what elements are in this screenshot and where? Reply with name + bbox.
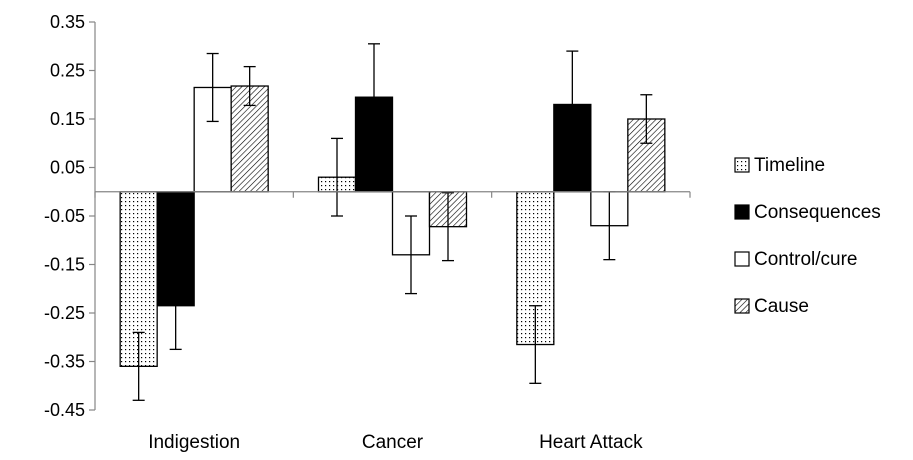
legend-label: Cause [754,296,809,317]
error-bar [442,192,454,262]
error-bar [405,215,417,295]
legend-label: Timeline [754,155,825,176]
error-bar [169,261,182,351]
legend-item-cause: Cause [734,296,809,317]
legend-swatch [734,298,750,314]
x-axis [94,191,691,198]
legend-swatch [734,157,750,173]
category-label: Indigestion [148,432,240,453]
y-axis: 0.35 0.25 0.15 0.05 -0.05 -0.15 -0.25 -0.35 -0.4… [44,12,96,420]
y-tick-label: 0.25 [50,61,85,81]
bars-group [119,85,666,368]
legend: Timeline Consequences Control/cure Cause [734,155,881,317]
y-tick-label: -0.45 [44,400,85,420]
y-tick-label: 0.05 [50,158,85,178]
legend-item-control-cure: Control/cure [734,249,858,270]
error-bar [132,331,145,401]
error-bars-group [132,43,653,401]
legend-label: Consequences [754,202,881,223]
error-bar [640,94,653,144]
error-bar [206,52,219,123]
y-tick-label: -0.35 [44,352,85,372]
error-bar [331,137,343,217]
legend-item-timeline: Timeline [734,155,825,176]
category-label: Heart Attack [539,432,643,453]
error-bar [243,65,256,107]
y-tick-label: -0.25 [44,303,85,323]
error-bar [368,43,380,152]
category-label: Cancer [362,432,424,453]
y-tick-label: 0.15 [50,109,85,129]
legend-swatch [734,251,750,267]
legend-label: Control/cure [754,249,858,270]
y-tick-label: -0.15 [44,255,85,275]
y-tick-label: -0.05 [44,206,85,226]
error-bar [529,305,542,384]
category-labels: Indigestion Cancer Heart Attack [148,432,643,453]
y-tick-label: 0.35 [50,12,85,32]
error-bar [566,50,579,159]
legend-item-consequences: Consequences [734,202,881,223]
legend-swatch [734,204,750,220]
